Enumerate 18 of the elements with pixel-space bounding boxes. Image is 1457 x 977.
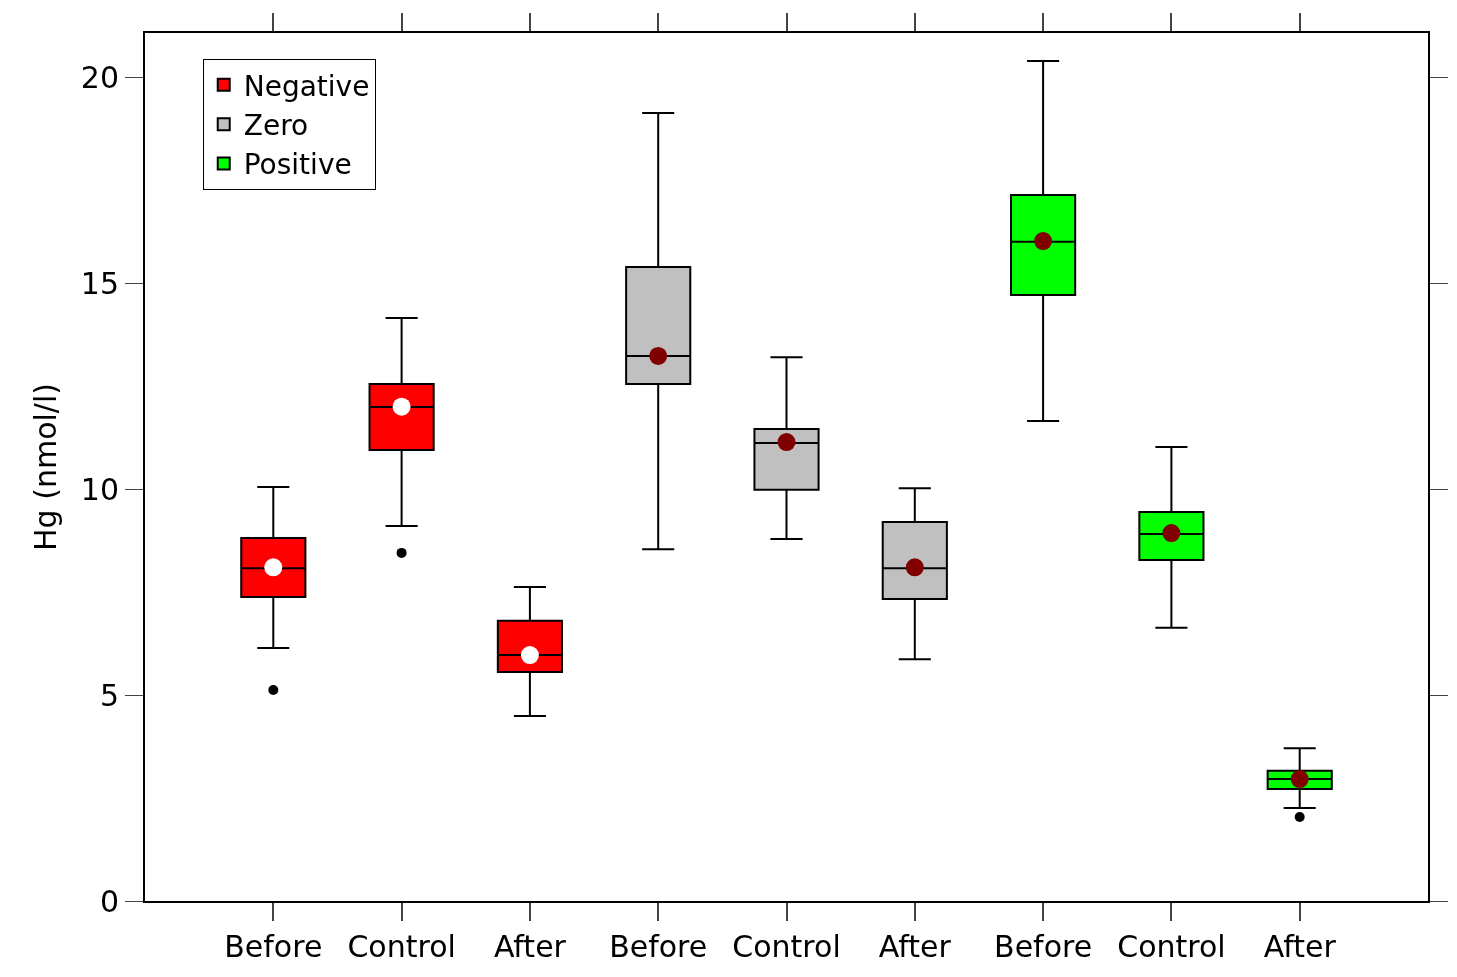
y-tick-label: 5 bbox=[99, 677, 119, 713]
x-tick-label: Before bbox=[994, 929, 1093, 964]
legend-label: Zero bbox=[243, 109, 309, 143]
x-tick-label: After bbox=[878, 929, 952, 964]
y-axis-title: Hg (nmol/l) bbox=[28, 383, 64, 551]
x-tick-label: Control bbox=[732, 929, 841, 964]
y-tick-label: 15 bbox=[80, 265, 119, 301]
y-tick-label: 20 bbox=[80, 59, 119, 95]
x-tick-label: After bbox=[493, 929, 567, 964]
x-tick-label: Control bbox=[347, 929, 456, 964]
legend-label: Negative bbox=[243, 69, 370, 103]
y-tick-label: 0 bbox=[99, 883, 119, 919]
y-tick-label: 10 bbox=[80, 471, 119, 507]
x-tick-label: Before bbox=[609, 929, 708, 964]
x-tick-label: Control bbox=[1117, 929, 1226, 964]
x-tick-label: Before bbox=[224, 929, 323, 964]
x-tick-label: After bbox=[1263, 929, 1337, 964]
legend-label: Positive bbox=[243, 148, 352, 182]
